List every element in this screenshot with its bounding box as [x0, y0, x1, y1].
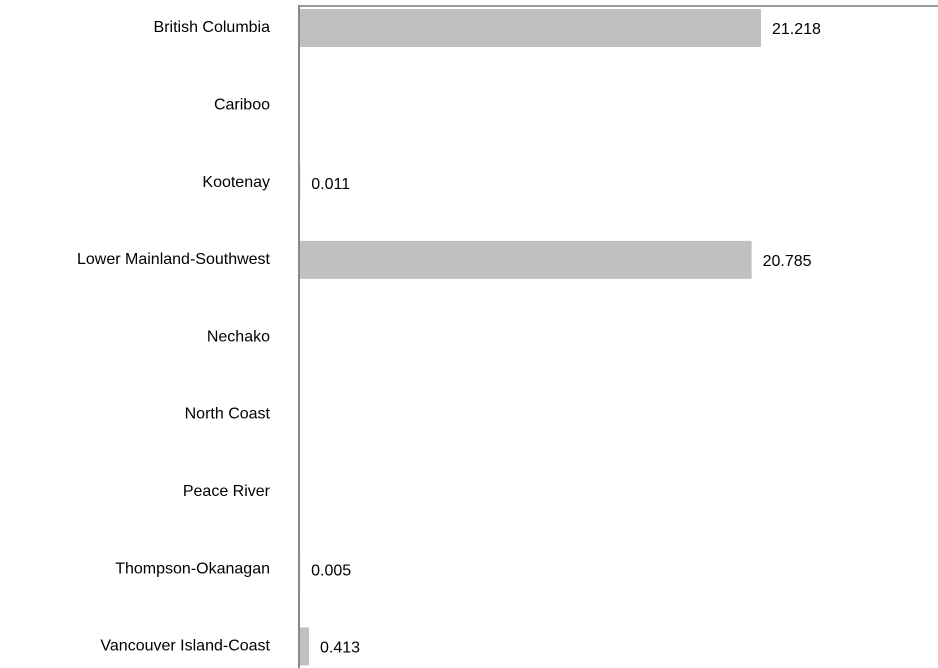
category-label: North Coast	[185, 406, 271, 423]
bar	[300, 9, 761, 47]
category-label: Lower Mainland-Southwest	[77, 251, 271, 268]
bar	[300, 240, 752, 279]
value-label: 0.011	[311, 176, 350, 193]
category-label: Peace River	[183, 483, 271, 500]
category-label: Nechako	[207, 328, 270, 345]
bar	[300, 627, 309, 666]
category-label: Thompson-Okanagan	[115, 560, 270, 577]
value-label: 20.785	[763, 253, 812, 270]
value-label: 0.413	[320, 640, 360, 657]
category-label: Cariboo	[214, 97, 270, 114]
value-label: 0.005	[311, 562, 351, 579]
category-label: Kootenay	[202, 174, 270, 191]
value-label: 21.218	[772, 21, 821, 38]
category-label: Vancouver Island-Coast	[100, 638, 270, 655]
category-label: British Columbia	[154, 19, 271, 36]
